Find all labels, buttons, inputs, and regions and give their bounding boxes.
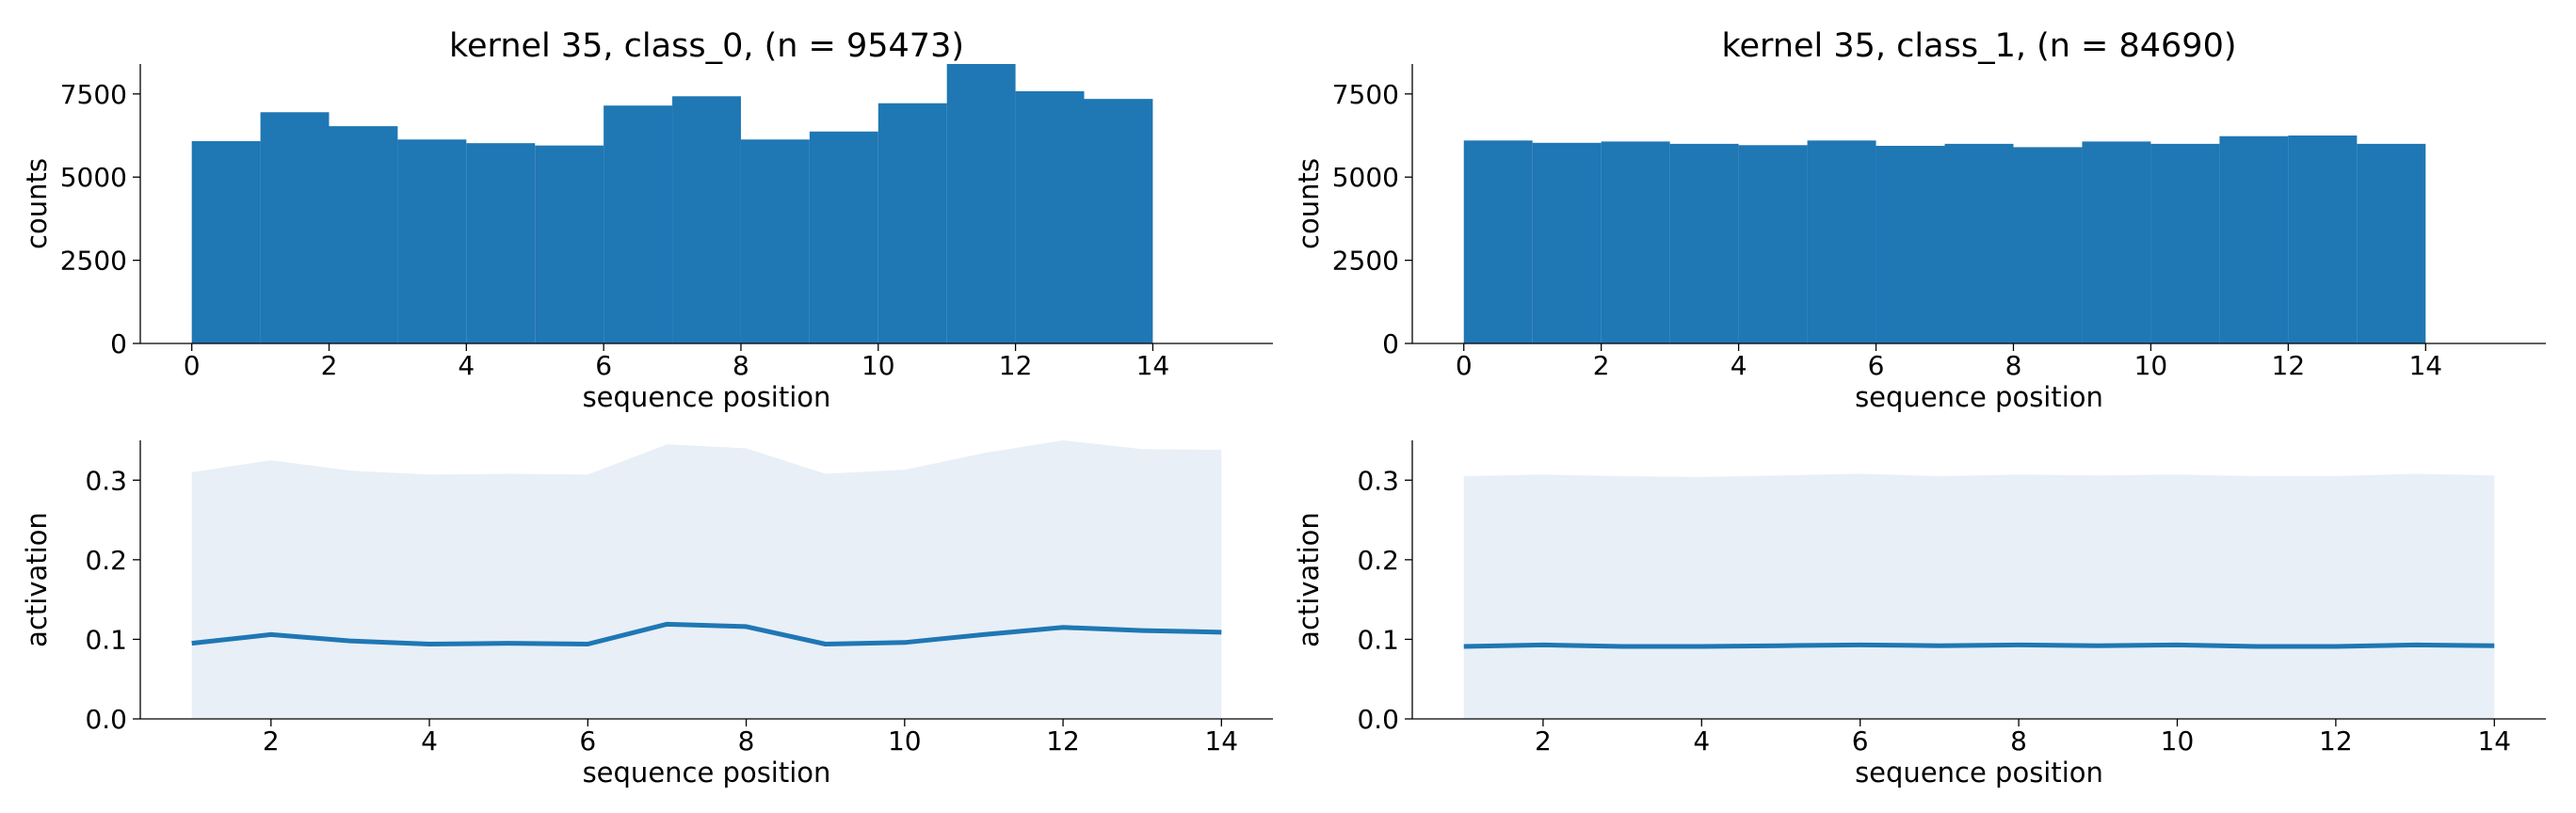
y-tick-label: 0.2 [1357, 545, 1399, 576]
y-tick-label: 0.2 [85, 545, 127, 576]
x-tick-label: 8 [738, 725, 755, 757]
y-tick-label: 2500 [60, 246, 127, 277]
histogram-bar [1876, 145, 1945, 343]
x-tick-label: 8 [2005, 350, 2022, 381]
x-tick-label: 4 [1731, 350, 1747, 381]
x-tick-label: 6 [1868, 350, 1885, 381]
x-tick-label: 8 [2010, 725, 2027, 757]
x-tick-label: 2 [1535, 725, 1552, 757]
x-tick-label: 2 [321, 350, 338, 381]
y-tick-label: 5000 [60, 162, 127, 193]
x-tick-label: 12 [999, 350, 1033, 381]
x-axis-label: sequence position [583, 757, 831, 789]
chart-title: kernel 35, class_1, (n = 84690) [1722, 27, 2237, 65]
x-tick-label: 0 [184, 350, 201, 381]
y-tick-label: 0.0 [85, 704, 127, 735]
y-tick-label: 2500 [1332, 246, 1399, 277]
histogram-bar [1463, 140, 1533, 343]
histogram-bar [1015, 90, 1085, 343]
y-tick-label: 0.1 [85, 624, 127, 655]
histogram-bar [877, 103, 947, 343]
histogram-bar [604, 105, 673, 343]
x-tick-label: 10 [2134, 350, 2168, 381]
x-tick-label: 12 [2319, 725, 2353, 757]
y-tick-label: 7500 [60, 79, 127, 110]
y-tick-label: 0.0 [1357, 704, 1399, 735]
histogram-class-1: 0 2 4 6 8 10 12 14 0 2500 5000 7500 sequence positio… [1293, 27, 2546, 413]
x-tick-label: 4 [458, 350, 475, 381]
activation-plot-class-1: 2 4 6 8 10 12 14 0.0 0.1 0.2 0.3 sequence position a… [1293, 440, 2546, 789]
x-tick-label: 14 [2408, 350, 2442, 381]
x-tick-label: 6 [579, 725, 596, 757]
y-tick-label: 0.3 [85, 465, 127, 496]
y-axis-label: counts [21, 158, 53, 249]
histogram-bar [1944, 143, 2014, 343]
activation-mean-line [191, 621, 1222, 647]
histogram-bar [946, 64, 1016, 343]
x-tick-label: 12 [2272, 350, 2306, 381]
x-tick-label: 10 [861, 350, 895, 381]
histogram-class-0: 0 2 4 6 8 10 12 14 0 2500 5000 7500 sequence positio… [21, 27, 1273, 413]
x-tick-label: 10 [2161, 725, 2195, 757]
y-tick-label: 0 [1382, 328, 1399, 359]
x-tick-label: 14 [1136, 350, 1170, 381]
histogram-bar [672, 96, 741, 344]
y-tick-label: 0.1 [1357, 624, 1399, 655]
activation-band [191, 440, 1222, 719]
activation-plot-class-0: 2 4 6 8 10 12 14 0.0 0.1 0.2 0.3 sequence position a… [21, 440, 1273, 789]
y-axis-label: activation [21, 512, 53, 647]
y-tick-label: 7500 [1332, 79, 1399, 110]
histogram-bar [809, 131, 878, 343]
histogram-bar [2150, 143, 2220, 343]
x-tick-label: 10 [888, 725, 922, 757]
x-tick-label: 6 [595, 350, 612, 381]
y-tick-label: 0.3 [1357, 465, 1399, 496]
histogram-bar [397, 139, 467, 343]
x-tick-label: 0 [1456, 350, 1473, 381]
x-tick-label: 4 [421, 725, 438, 757]
histogram-bar [535, 145, 604, 343]
histogram-bar [1669, 143, 1739, 343]
x-tick-label: 8 [733, 350, 749, 381]
x-tick-label: 4 [1693, 725, 1710, 757]
y-tick-label: 5000 [1332, 162, 1399, 193]
y-axis-label: counts [1293, 158, 1325, 249]
histogram-bar [260, 112, 330, 344]
histogram-bar [740, 139, 810, 343]
x-tick-label: 2 [1593, 350, 1610, 381]
x-tick-label: 6 [1852, 725, 1869, 757]
histogram-bar [1807, 140, 1876, 343]
histogram-bar [329, 126, 398, 343]
x-tick-label: 14 [1204, 725, 1238, 757]
histogram-bar [2013, 147, 2083, 343]
x-axis-label: sequence position [583, 381, 831, 413]
x-tick-label: 14 [2477, 725, 2511, 757]
chart-title: kernel 35, class_0, (n = 95473) [449, 27, 964, 65]
histogram-bar [1738, 145, 1808, 343]
x-tick-label: 12 [1046, 725, 1080, 757]
histogram-bar [2219, 136, 2289, 343]
x-axis-label: sequence position [1855, 381, 2103, 413]
histogram-bar [466, 143, 536, 343]
histogram-bar [1084, 99, 1153, 343]
histogram-bar [1532, 142, 1602, 343]
y-tick-label: 0 [110, 328, 127, 359]
histogram-bar [191, 141, 261, 343]
histogram-bar [2288, 136, 2358, 343]
x-axis-label: sequence position [1855, 757, 2103, 789]
x-tick-label: 2 [263, 725, 280, 757]
activation-mean-line [1463, 642, 2495, 649]
histogram-bar [2357, 143, 2426, 343]
histogram-bar [2082, 141, 2151, 343]
activation-band [1463, 473, 2495, 719]
histogram-bar [1601, 141, 1670, 343]
y-axis-label: activation [1293, 512, 1325, 647]
